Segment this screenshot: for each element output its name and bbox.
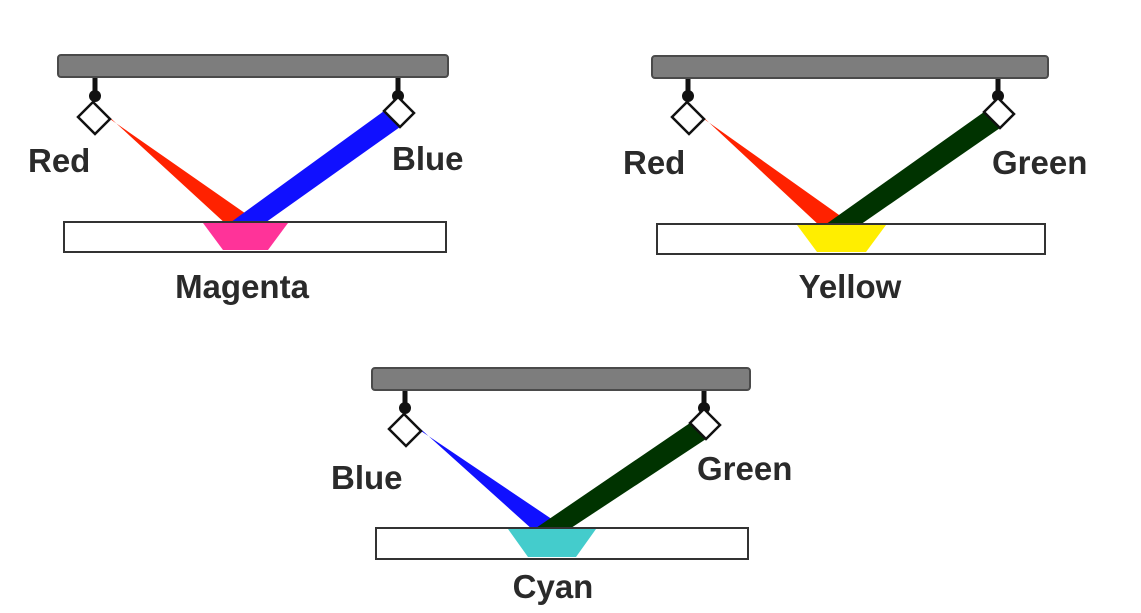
panel-yellow: Red Green Yellow bbox=[623, 55, 1087, 305]
left-beam-label: Red bbox=[28, 142, 90, 179]
cyan-mix-spot bbox=[508, 529, 596, 557]
magenta-mix-spot bbox=[203, 223, 288, 250]
green-light-beam bbox=[822, 112, 1000, 227]
result-label: Cyan bbox=[513, 568, 594, 605]
blue-light-beam bbox=[227, 111, 400, 225]
light-mount-bar bbox=[651, 55, 1049, 79]
left-lamp-head bbox=[670, 100, 706, 136]
right-beam-label: Blue bbox=[392, 140, 464, 177]
right-lamp-head bbox=[382, 95, 416, 129]
left-lamp-icon bbox=[682, 79, 694, 102]
red-light-beam bbox=[93, 102, 262, 225]
left-beam-label: Blue bbox=[331, 459, 403, 496]
panel-cyan: Blue Green Cyan bbox=[331, 367, 792, 605]
left-lamp-head bbox=[76, 100, 112, 136]
right-lamp-head bbox=[688, 407, 722, 441]
left-lamp-icon bbox=[399, 391, 411, 414]
right-lamp-head bbox=[982, 96, 1016, 130]
red-light-beam bbox=[687, 102, 856, 227]
light-mount-bar bbox=[57, 54, 449, 78]
result-label: Yellow bbox=[799, 268, 902, 305]
panel-magenta: Red Blue Magenta bbox=[28, 54, 464, 305]
right-lamp-icon bbox=[992, 79, 1004, 102]
left-beam-label: Red bbox=[623, 144, 685, 181]
right-beam-label: Green bbox=[992, 144, 1087, 181]
light-mount-bar bbox=[371, 367, 751, 391]
left-lamp-head bbox=[387, 412, 423, 448]
green-light-beam bbox=[533, 423, 706, 530]
blue-light-beam bbox=[404, 414, 568, 530]
yellow-mix-spot bbox=[797, 225, 886, 252]
left-lamp-icon bbox=[89, 78, 101, 102]
right-beam-label: Green bbox=[697, 450, 792, 487]
result-label: Magenta bbox=[175, 268, 310, 305]
